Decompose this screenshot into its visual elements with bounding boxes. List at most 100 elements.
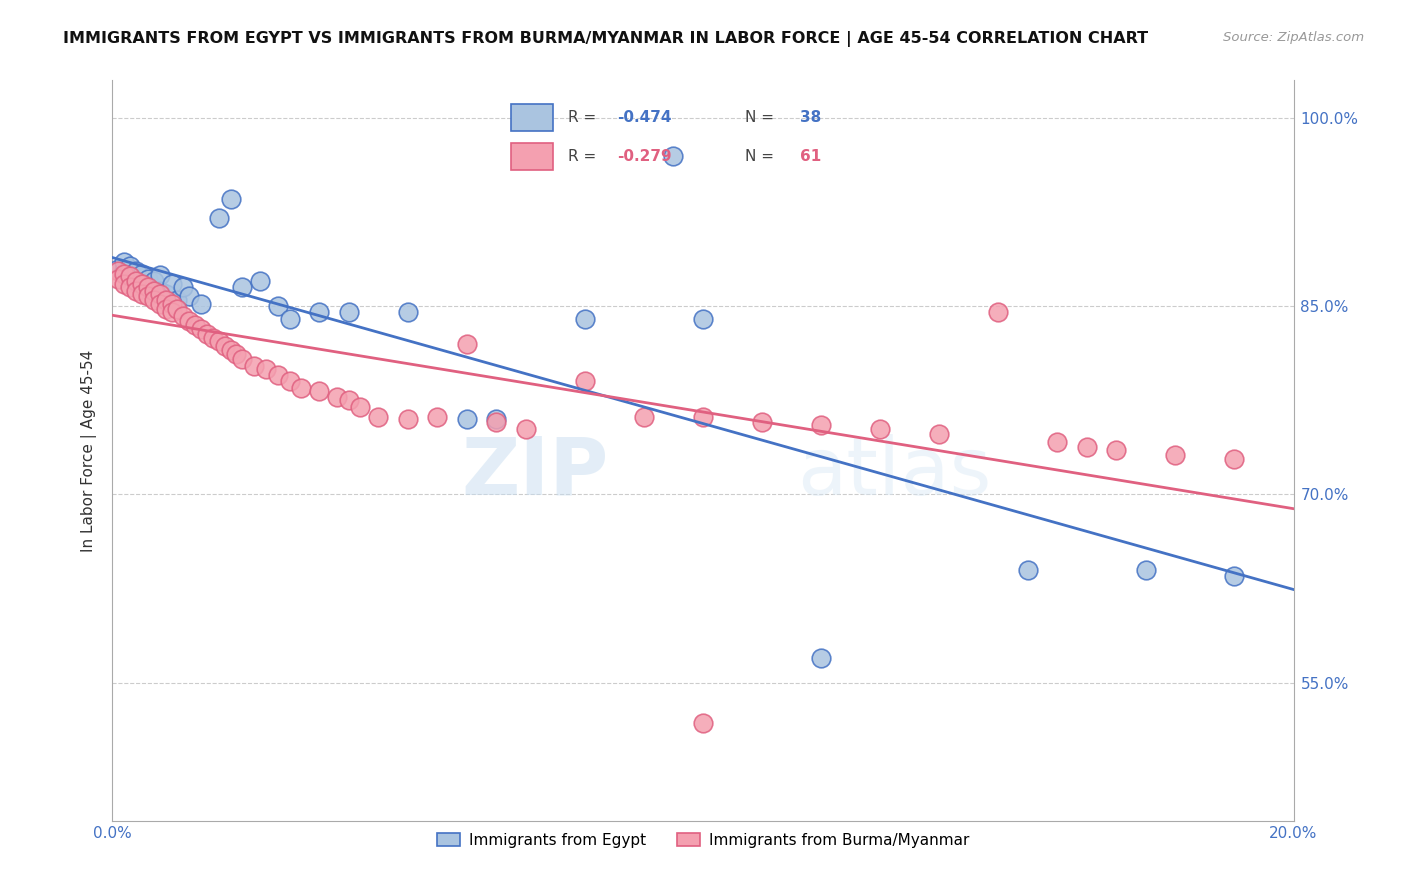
Point <box>160 305 183 319</box>
Point <box>456 412 478 426</box>
Point <box>1164 449 1187 463</box>
Point <box>112 255 135 269</box>
Point <box>219 343 242 357</box>
Point <box>249 274 271 288</box>
Point <box>149 284 172 298</box>
Point <box>254 362 277 376</box>
Point <box>1017 563 1039 577</box>
Point <box>172 280 194 294</box>
Point <box>112 277 135 291</box>
Point <box>278 375 301 389</box>
Point <box>131 277 153 291</box>
Point <box>160 277 183 291</box>
Text: ZIP: ZIP <box>461 434 609 512</box>
Point <box>208 211 231 226</box>
Point <box>190 322 212 336</box>
Legend: Immigrants from Egypt, Immigrants from Burma/Myanmar: Immigrants from Egypt, Immigrants from B… <box>430 826 976 854</box>
Point <box>485 415 508 429</box>
Point <box>231 351 253 366</box>
Point <box>267 299 290 313</box>
Point <box>149 268 172 282</box>
Point <box>155 293 177 307</box>
Point <box>1223 569 1246 583</box>
Point <box>574 375 596 389</box>
Point <box>142 274 165 288</box>
Text: Source: ZipAtlas.com: Source: ZipAtlas.com <box>1223 31 1364 45</box>
Point <box>219 193 242 207</box>
Point <box>485 412 508 426</box>
Point <box>692 311 714 326</box>
Point <box>142 293 165 307</box>
Point <box>184 318 207 332</box>
Point <box>195 326 218 341</box>
Point <box>349 400 371 414</box>
Point <box>456 336 478 351</box>
Point <box>125 284 148 298</box>
Point <box>208 334 231 349</box>
Point <box>131 277 153 291</box>
Text: atlas: atlas <box>797 434 991 512</box>
Point <box>201 330 224 344</box>
Point <box>155 286 177 301</box>
Point <box>107 264 129 278</box>
Point <box>396 305 419 319</box>
Point <box>107 271 129 285</box>
Point <box>267 368 290 383</box>
Point <box>166 293 188 307</box>
Point <box>1105 443 1128 458</box>
Point <box>225 347 247 361</box>
Point <box>633 409 655 424</box>
Point <box>326 390 349 404</box>
Point <box>367 409 389 424</box>
Point <box>751 415 773 429</box>
Point <box>810 650 832 665</box>
Point <box>574 311 596 326</box>
Point <box>1076 440 1098 454</box>
Point <box>290 381 312 395</box>
Point <box>136 280 159 294</box>
Point <box>869 422 891 436</box>
Point <box>136 280 159 294</box>
Point <box>131 286 153 301</box>
Point <box>692 409 714 424</box>
Point <box>125 274 148 288</box>
Point <box>1135 563 1157 577</box>
Point <box>172 309 194 323</box>
Point <box>112 264 135 278</box>
Point <box>231 280 253 294</box>
Point <box>107 261 129 276</box>
Point <box>125 274 148 288</box>
Point <box>136 289 159 303</box>
Point <box>1046 434 1069 449</box>
Point <box>142 284 165 298</box>
Point <box>692 715 714 730</box>
Point <box>662 148 685 162</box>
Point <box>243 359 266 374</box>
Point <box>190 296 212 310</box>
Point <box>179 289 201 303</box>
Point <box>120 280 142 294</box>
Point <box>136 271 159 285</box>
Point <box>149 296 172 310</box>
Point <box>928 427 950 442</box>
Point <box>1223 452 1246 467</box>
Point <box>149 286 172 301</box>
Point <box>160 296 183 310</box>
Point <box>396 412 419 426</box>
Point <box>214 339 236 353</box>
Point <box>810 418 832 433</box>
Point <box>131 267 153 281</box>
Point <box>155 301 177 316</box>
Point <box>337 305 360 319</box>
Point <box>515 422 537 436</box>
Y-axis label: In Labor Force | Age 45-54: In Labor Force | Age 45-54 <box>80 350 97 551</box>
Point <box>120 268 142 282</box>
Point <box>308 384 330 399</box>
Point <box>166 301 188 316</box>
Text: IMMIGRANTS FROM EGYPT VS IMMIGRANTS FROM BURMA/MYANMAR IN LABOR FORCE | AGE 45-5: IMMIGRANTS FROM EGYPT VS IMMIGRANTS FROM… <box>63 31 1149 47</box>
Point <box>125 264 148 278</box>
Point <box>120 259 142 273</box>
Point <box>112 267 135 281</box>
Point <box>179 314 201 328</box>
Point <box>987 305 1010 319</box>
